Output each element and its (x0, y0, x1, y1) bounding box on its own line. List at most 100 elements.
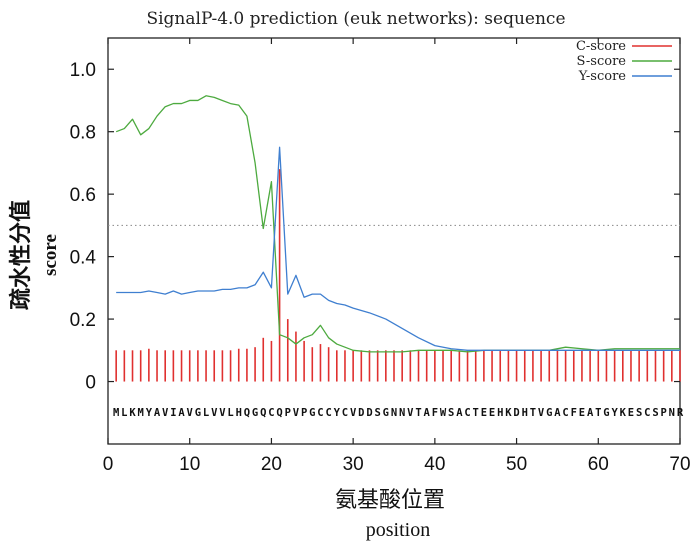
sequence-residue: H (236, 407, 242, 419)
sequence-residue: Q (276, 407, 282, 419)
sequence-residue: V (407, 407, 414, 419)
x-tick-label: 30 (343, 454, 364, 475)
sequence-residue: D (358, 407, 364, 419)
sequence-residue: M (113, 407, 119, 419)
sequence-residue: P (660, 407, 666, 419)
sequence-residue: Y (146, 407, 153, 419)
sequence-residue: V (350, 407, 357, 419)
x-tick-label: 10 (179, 454, 200, 475)
sequence-residue: C (464, 407, 470, 419)
sequence-residue: G (309, 407, 315, 419)
x-axis-label-cn: 氨基酸位置 (335, 488, 445, 513)
sequence-residue: A (154, 407, 161, 419)
sequence-residue: S (636, 407, 642, 419)
sequence-residue: M (138, 407, 144, 419)
sequence-residue: P (285, 407, 291, 419)
sequence-residue: Q (260, 407, 266, 419)
sequence-residue: F (571, 407, 577, 419)
x-tick-label: 40 (424, 454, 445, 475)
sequence-residue: K (129, 407, 136, 419)
sequence-residue: H (497, 407, 503, 419)
sequence-residue: V (538, 407, 545, 419)
x-tick-label: 50 (506, 454, 527, 475)
y-tick-label: 1.0 (70, 60, 96, 81)
sequence-residue: T (415, 407, 421, 419)
sequence-residue: E (481, 407, 487, 419)
sequence-residue: G (383, 407, 389, 419)
sequence-residue: N (669, 407, 675, 419)
y-tick-label: 0.2 (70, 310, 96, 331)
sequence-residue: E (489, 407, 495, 419)
sequence-residue: A (178, 407, 185, 419)
y-tick-label: 0.4 (70, 248, 97, 269)
y-tick-label: 0 (85, 373, 96, 394)
sequence-residue: Y (611, 407, 618, 419)
y-score-line (116, 146, 680, 351)
sequence-residue: C (342, 407, 348, 419)
legend-label: Y-score (578, 69, 627, 84)
sequence-residue: G (546, 407, 552, 419)
sequence-residue: N (391, 407, 397, 419)
sequence-residue: C (325, 407, 331, 419)
sequence-residue: V (293, 407, 300, 419)
sequence-residue: G (603, 407, 609, 419)
sequence-residue: H (522, 407, 528, 419)
sequence-residue: I (170, 407, 176, 419)
x-tick-label: 70 (669, 454, 690, 475)
s-score-line (115, 95, 680, 353)
sequence-residue: L (227, 407, 233, 419)
y-axis-label-cn: 疏水性分值 (8, 200, 34, 310)
x-tick-label: 20 (261, 454, 282, 475)
sequence-residue: T (595, 407, 601, 419)
y-axis-label-en: score (40, 234, 61, 276)
sequence-residue: C (644, 407, 650, 419)
legend-label: C-score (576, 39, 626, 54)
sequence-residue: C (562, 407, 568, 419)
sequence-residue: A (587, 407, 594, 419)
sequence-residue: S (652, 407, 658, 419)
sequence-residue: T (530, 407, 536, 419)
sequence-residue: C (268, 407, 274, 419)
sequence-residue: G (195, 407, 201, 419)
sequence-residue: S (374, 407, 380, 419)
sequence-residue: E (579, 407, 585, 419)
sequence-residue: W (440, 407, 447, 419)
sequence-residue: P (301, 407, 307, 419)
sequence-residue: Q (244, 407, 250, 419)
sequence-residue: V (211, 407, 218, 419)
sequence-residue: Y (334, 407, 341, 419)
sequence-residue: A (554, 407, 561, 419)
c-score-layer (115, 169, 681, 382)
sequence-residue: T (473, 407, 479, 419)
x-tick-label: 60 (588, 454, 609, 475)
sequence-residue: F (432, 407, 438, 419)
legend-label: S-score (577, 54, 627, 69)
x-axis-label-en: position (366, 519, 430, 541)
y-tick-label: 0.6 (70, 185, 96, 206)
sequence-residue: K (620, 407, 627, 419)
sequence-residue: G (252, 407, 258, 419)
y-tick-label: 0.8 (70, 123, 96, 144)
chart-title: SignalP-4.0 prediction (euk networks): s… (146, 9, 565, 29)
sequence-residue: C (317, 407, 323, 419)
s-score-layer (115, 95, 680, 353)
sequence-residue: R (677, 407, 684, 419)
sequence-residue: E (628, 407, 634, 419)
sequence-residue: A (456, 407, 463, 419)
axes-layer: 0 0.2 0.4 0.6 0.8 1.0 0 10 20 30 40 50 60 70 (70, 38, 691, 475)
sequence-residue: S (448, 407, 454, 419)
sequence-residue: N (399, 407, 405, 419)
sequence-residue: V (219, 407, 226, 419)
sequence-residue: D (366, 407, 372, 419)
sequence-residue: A (424, 407, 431, 419)
sequence-residue: L (121, 407, 127, 419)
plot-frame (107, 37, 681, 445)
x-tick-label: 0 (103, 454, 114, 475)
sequence-residue: L (203, 407, 209, 419)
sequence-residue: V (162, 407, 169, 419)
sequence-residue: D (513, 407, 519, 419)
y-score-layer (116, 146, 680, 351)
